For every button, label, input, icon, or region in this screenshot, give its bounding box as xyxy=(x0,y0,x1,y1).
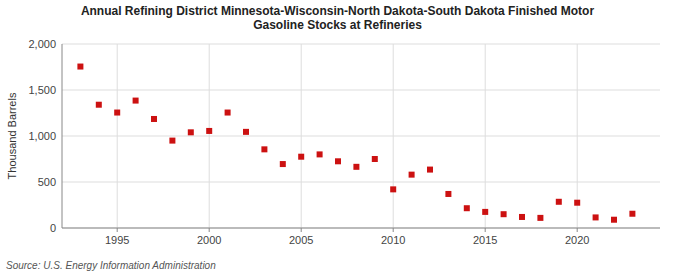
point xyxy=(96,102,102,108)
grid-line xyxy=(62,90,660,91)
point xyxy=(611,217,617,223)
point xyxy=(629,211,635,217)
point xyxy=(427,167,433,173)
tick-label: 0 xyxy=(50,222,56,234)
point xyxy=(501,211,507,217)
tick-label: 1995 xyxy=(105,234,129,246)
point xyxy=(353,164,359,170)
tick xyxy=(301,228,302,232)
point xyxy=(169,138,175,144)
point xyxy=(372,156,378,162)
grid-line xyxy=(62,44,660,45)
point xyxy=(133,98,139,104)
tick-label: 2010 xyxy=(381,234,405,246)
point xyxy=(574,200,580,206)
axes: 0 500 1,000 1,500 2,000 1995 2000 2005 2010 2015 2… xyxy=(28,38,660,246)
point xyxy=(261,146,267,152)
point xyxy=(151,116,157,122)
tick-label: 2000 xyxy=(197,234,221,246)
tick xyxy=(393,228,394,232)
grid-line xyxy=(62,182,660,183)
tick-label: 1,000 xyxy=(28,130,56,142)
tick-label: 2,000 xyxy=(28,38,56,50)
title: Annual Refining District Minnesota-Wisco… xyxy=(81,4,595,18)
grid-line xyxy=(209,44,210,228)
point xyxy=(464,205,470,211)
point xyxy=(556,199,562,205)
source-note: Source: U.S. Energy Information Administ… xyxy=(6,260,216,271)
grid xyxy=(62,44,660,228)
y-axis-line xyxy=(62,44,63,228)
point xyxy=(335,158,341,164)
background xyxy=(0,0,675,275)
x-axis-line xyxy=(62,228,660,229)
point xyxy=(225,110,231,116)
tick xyxy=(577,228,578,232)
point xyxy=(188,129,194,135)
tick-label: 2020 xyxy=(565,234,589,246)
point xyxy=(77,64,83,70)
tick-label: 2015 xyxy=(473,234,497,246)
point xyxy=(243,129,249,135)
points xyxy=(77,64,635,223)
grid-line xyxy=(117,44,118,228)
tick-label: 500 xyxy=(38,176,56,188)
point xyxy=(298,154,304,160)
point xyxy=(280,161,286,167)
title: Gasoline Stocks at Refineries xyxy=(253,18,422,32)
y-axis-label: Thousand Barrels xyxy=(6,92,18,179)
chart: 0 500 1,000 1,500 2,000 1995 2000 2005 2010 2015 2… xyxy=(0,0,675,275)
grid-line xyxy=(301,44,302,228)
tick-label: 2005 xyxy=(289,234,313,246)
grid-line xyxy=(62,228,660,229)
tick-label: 1,500 xyxy=(28,84,56,96)
tick xyxy=(209,228,210,232)
grid-line xyxy=(62,136,660,137)
point xyxy=(537,215,543,221)
point xyxy=(114,110,120,116)
tick xyxy=(485,228,486,232)
tick xyxy=(117,228,118,232)
point xyxy=(317,151,323,157)
grid-line xyxy=(393,44,394,228)
point xyxy=(445,191,451,197)
point xyxy=(390,186,396,192)
point xyxy=(206,128,212,134)
grid-line xyxy=(485,44,486,228)
point xyxy=(593,214,599,220)
point xyxy=(519,214,525,220)
point xyxy=(482,209,488,215)
point xyxy=(409,172,415,178)
